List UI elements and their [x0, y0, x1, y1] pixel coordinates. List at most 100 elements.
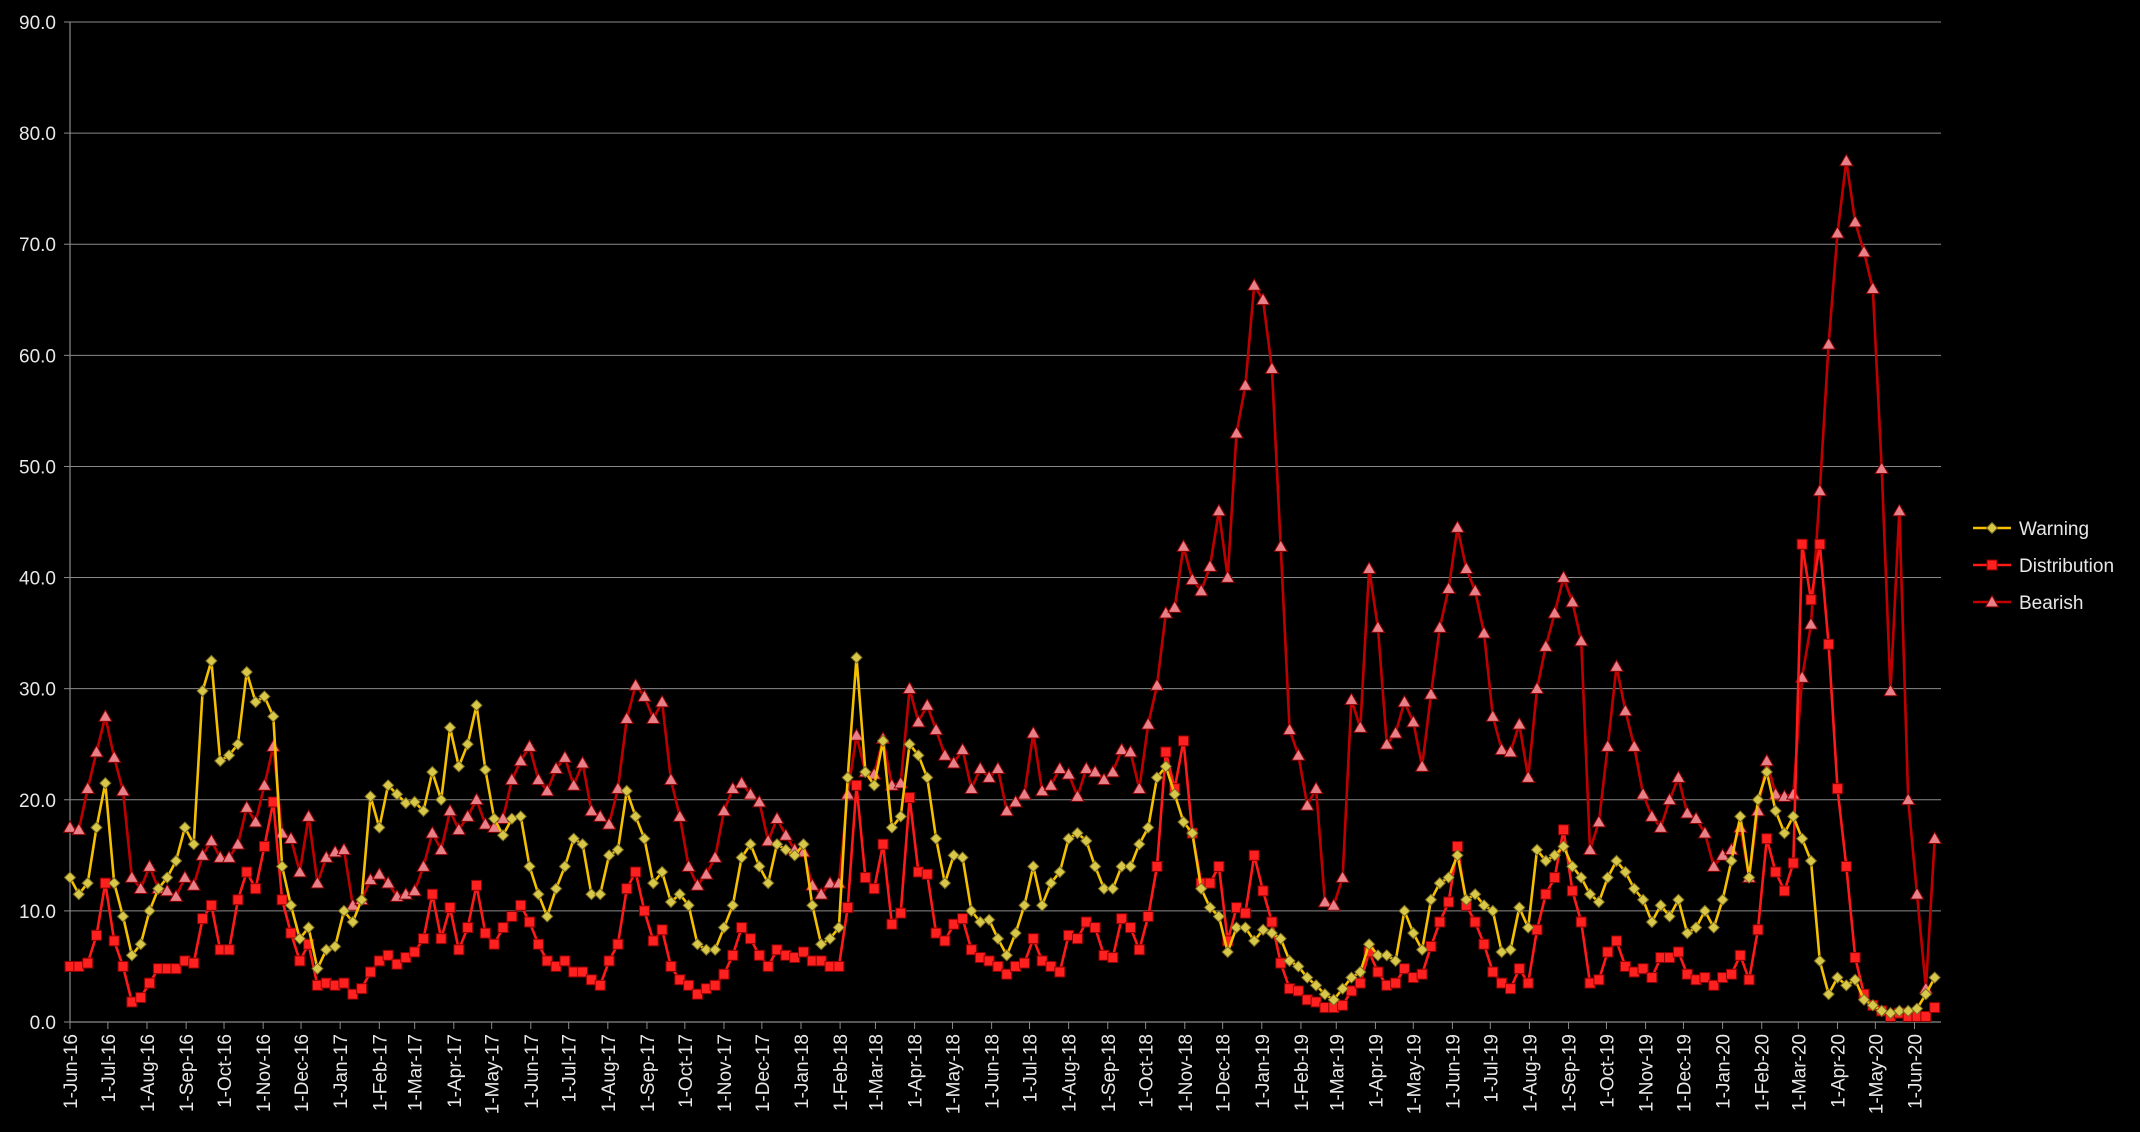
data-point-distribution — [541, 955, 553, 967]
data-point-warning — [346, 915, 360, 929]
data-point-bearish — [1865, 281, 1881, 295]
data-point-warning — [1460, 893, 1473, 906]
data-point-distribution — [417, 933, 429, 945]
data-point-warning — [885, 821, 899, 834]
data-point-warning — [187, 838, 200, 851]
data-point-warning — [63, 871, 77, 884]
data-point-warning — [1433, 876, 1447, 890]
data-point-distribution — [1080, 916, 1092, 928]
data-point-bearish — [124, 870, 140, 883]
data-point-bearish — [1096, 772, 1112, 786]
data-point-distribution — [1107, 952, 1119, 964]
data-point-bearish — [601, 816, 617, 830]
data-point-warning — [859, 765, 872, 779]
data-point-bearish — [513, 753, 529, 767]
data-point-warning — [1407, 926, 1420, 940]
y-tick-label: 60.0 — [19, 346, 56, 367]
data-point-distribution — [656, 924, 668, 936]
data-point-distribution — [833, 960, 845, 972]
data-point-bearish — [424, 825, 440, 839]
data-point-bearish — [1759, 753, 1775, 767]
data-point-bearish — [1397, 694, 1412, 708]
legend-label-warning: Warning — [2019, 519, 2089, 540]
data-point-warning — [1221, 945, 1234, 959]
data-point-bearish — [1317, 894, 1333, 908]
data-point-bearish — [1847, 214, 1863, 228]
data-point-distribution — [603, 955, 615, 967]
x-tick-label: 1-Dec-19 — [1674, 1034, 1695, 1112]
data-point-warning — [1309, 979, 1323, 992]
data-point-warning — [267, 710, 280, 723]
x-tick-label: 1-Aug-19 — [1520, 1034, 1541, 1112]
data-point-distribution — [108, 935, 120, 947]
data-point-bearish — [115, 783, 131, 797]
data-point-warning — [797, 838, 810, 851]
data-point-warning — [1831, 971, 1844, 984]
x-tick-label: 1-Jul-19 — [1481, 1034, 1502, 1103]
data-point-warning — [929, 832, 943, 845]
data-point-warning — [576, 838, 589, 851]
data-point-distribution — [948, 918, 960, 930]
data-point-distribution — [1778, 885, 1790, 897]
data-point-bearish — [1830, 225, 1845, 239]
y-tick-label: 90.0 — [19, 13, 56, 34]
data-point-warning — [1530, 843, 1544, 856]
data-point-warning — [814, 938, 828, 951]
data-point-distribution — [868, 883, 880, 895]
data-point-warning — [1645, 915, 1659, 929]
data-point-distribution — [1478, 938, 1490, 950]
data-point-bearish — [416, 858, 431, 872]
data-point-warning — [408, 795, 421, 809]
data-point-bearish — [990, 761, 1006, 775]
data-point-bearish — [1326, 897, 1342, 911]
data-point-bearish — [902, 681, 917, 695]
data-point-bearish — [734, 775, 750, 789]
y-tick-label: 70.0 — [19, 235, 56, 256]
data-point-bearish — [433, 842, 449, 856]
data-point-bearish — [1564, 594, 1580, 608]
data-point-bearish — [672, 808, 688, 822]
data-point-warning — [832, 921, 846, 934]
data-point-warning — [161, 871, 174, 884]
gridlines — [70, 21, 1941, 912]
data-point-bearish — [1078, 761, 1094, 775]
data-point-bearish — [1229, 425, 1244, 439]
y-tick-label: 40.0 — [19, 569, 56, 590]
data-point-bearish — [1441, 581, 1456, 595]
data-point-warning — [620, 784, 633, 798]
data-point-warning — [523, 860, 536, 873]
data-point-distribution — [232, 894, 244, 906]
data-point-distribution — [1160, 746, 1172, 758]
legend-label-distribution: Distribution — [2019, 556, 2114, 577]
data-point-bearish — [1450, 520, 1465, 533]
data-point-warning — [682, 899, 695, 912]
data-point-bearish — [292, 864, 308, 878]
data-point-bearish — [1679, 805, 1695, 819]
data-point-bearish — [575, 755, 590, 769]
data-point-bearish — [778, 827, 794, 841]
data-point-warning — [982, 913, 996, 926]
data-point-bearish — [1008, 794, 1023, 808]
data-point-warning — [1504, 943, 1517, 956]
x-tick-label: 1-Jun-19 — [1443, 1034, 1464, 1109]
data-point-distribution — [762, 960, 774, 972]
data-point-bearish — [849, 727, 864, 741]
data-point-warning — [1539, 854, 1553, 868]
data-point-warning — [1681, 926, 1694, 940]
data-point-warning — [1813, 954, 1827, 968]
data-point-distribution — [859, 872, 871, 884]
data-point-warning — [205, 654, 218, 668]
data-point-warning — [240, 665, 253, 679]
data-point-bearish — [1856, 244, 1872, 258]
data-point-warning — [90, 821, 103, 834]
data-point-distribution — [718, 968, 730, 980]
data-point-warning — [558, 860, 572, 873]
data-point-distribution — [1124, 922, 1136, 934]
data-point-bearish — [1220, 570, 1236, 583]
x-tick-label: 1-Apr-17 — [445, 1034, 466, 1108]
y-tick-label: 10.0 — [19, 902, 56, 923]
data-point-warning — [1274, 932, 1287, 945]
data-point-distribution — [1681, 968, 1693, 980]
data-point-bearish — [1662, 792, 1677, 806]
